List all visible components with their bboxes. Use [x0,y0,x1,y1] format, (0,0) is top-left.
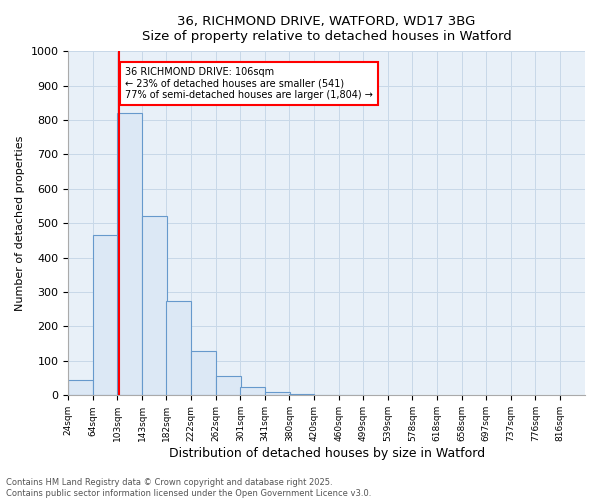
Bar [314,394,339,396]
Bar [68,380,93,396]
Bar [166,300,191,396]
Bar [191,350,216,396]
Bar [118,113,142,396]
Y-axis label: Number of detached properties: Number of detached properties [15,136,25,311]
Bar [93,236,118,396]
Bar [289,394,314,396]
Bar [265,392,290,396]
Text: 36 RICHMOND DRIVE: 106sqm
← 23% of detached houses are smaller (541)
77% of semi: 36 RICHMOND DRIVE: 106sqm ← 23% of detac… [125,66,373,100]
Bar [216,376,241,396]
X-axis label: Distribution of detached houses by size in Watford: Distribution of detached houses by size … [169,447,485,460]
Bar [142,216,167,396]
Bar [241,386,265,396]
Text: Contains HM Land Registry data © Crown copyright and database right 2025.
Contai: Contains HM Land Registry data © Crown c… [6,478,371,498]
Title: 36, RICHMOND DRIVE, WATFORD, WD17 3BG
Size of property relative to detached hous: 36, RICHMOND DRIVE, WATFORD, WD17 3BG Si… [142,15,512,43]
